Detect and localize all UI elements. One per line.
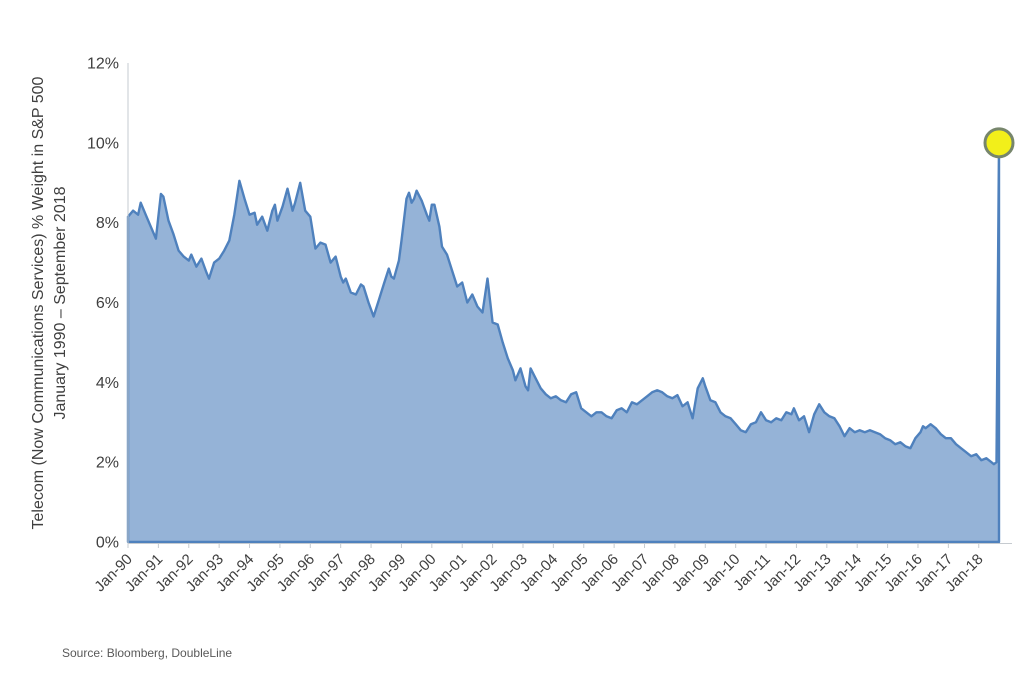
y-tick-label: 0%: [96, 535, 119, 552]
y-tick-label: 12%: [87, 56, 119, 73]
y-axis-title-line1: Telecom (Now Communications Services) % …: [30, 76, 47, 530]
y-tick-label: 10%: [87, 135, 119, 152]
y-axis-title: Telecom (Now Communications Services) % …: [28, 53, 74, 553]
area-series: [126, 141, 1001, 544]
y-tick-label: 4%: [96, 375, 119, 392]
y-tick-label: 2%: [96, 455, 119, 472]
y-tick-label: 6%: [96, 295, 119, 312]
highlight-circle-icon: [983, 127, 1015, 159]
y-tick-label: 8%: [96, 215, 119, 232]
source-note: Source: Bloomberg, DoubleLine: [62, 646, 233, 660]
y-axis-title-line2: January 1990 – September 2018: [52, 186, 69, 420]
